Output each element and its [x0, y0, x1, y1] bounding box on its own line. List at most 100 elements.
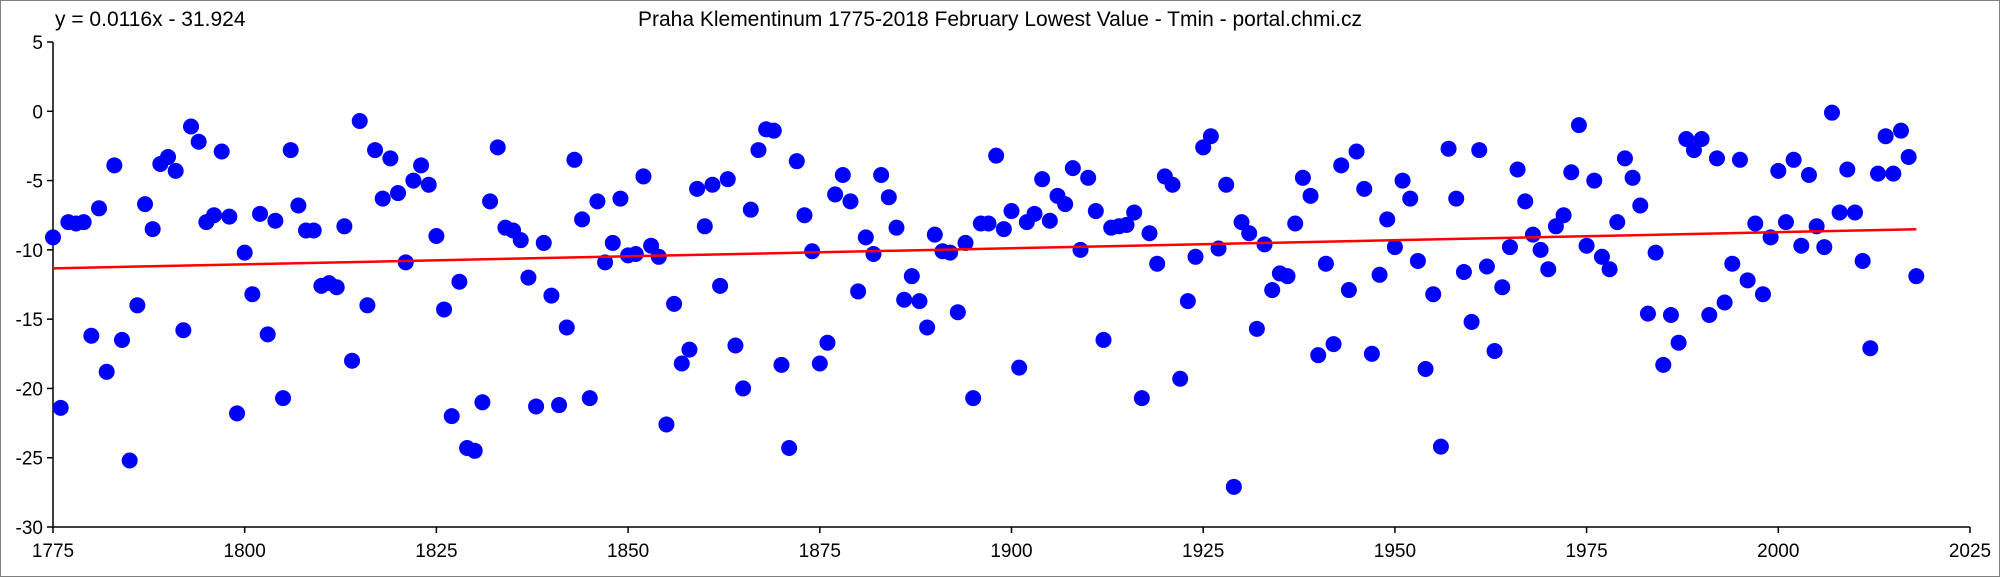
data-point — [1394, 172, 1411, 189]
data-point — [1348, 143, 1365, 160]
data-point — [236, 244, 253, 261]
y-tick-label: 0 — [32, 102, 43, 123]
data-point — [1432, 438, 1449, 455]
data-point — [581, 390, 598, 407]
data-point — [344, 352, 361, 369]
data-point — [1570, 117, 1587, 134]
data-point — [873, 167, 890, 184]
data-point — [374, 190, 391, 207]
data-point — [1540, 261, 1557, 278]
y-tick-label: -20 — [16, 379, 43, 400]
data-point — [1225, 478, 1242, 495]
data-point — [1187, 248, 1204, 265]
data-point — [965, 390, 982, 407]
data-point — [1854, 252, 1871, 269]
data-point — [850, 283, 867, 300]
y-tick-label: -5 — [26, 172, 43, 193]
data-point — [1409, 252, 1426, 269]
data-point — [489, 139, 506, 156]
data-point — [1747, 215, 1764, 232]
data-point — [1095, 331, 1112, 348]
data-point — [1586, 172, 1603, 189]
y-tick-label: -25 — [16, 449, 43, 470]
data-point — [1279, 268, 1296, 285]
data-point — [750, 142, 767, 159]
data-point — [183, 118, 200, 135]
data-point — [1869, 165, 1886, 182]
data-point — [1670, 334, 1687, 351]
data-point — [282, 142, 299, 159]
data-point — [727, 337, 744, 354]
data-point — [1601, 261, 1618, 278]
data-point — [382, 150, 399, 167]
data-point — [1172, 370, 1189, 387]
data-point — [1662, 306, 1679, 323]
data-point — [1333, 157, 1350, 174]
data-point — [206, 207, 223, 224]
data-point — [1003, 203, 1020, 220]
data-point — [1609, 214, 1626, 231]
data-point — [1494, 279, 1511, 296]
data-point — [788, 153, 805, 170]
data-point — [696, 218, 713, 235]
data-point — [1202, 128, 1219, 145]
data-point — [1823, 104, 1840, 121]
data-point — [160, 149, 177, 166]
data-point — [942, 244, 959, 261]
y-tick-label: -15 — [16, 310, 43, 331]
data-point — [903, 268, 920, 285]
data-point — [443, 408, 460, 425]
data-point — [420, 176, 437, 193]
data-point — [1302, 187, 1319, 204]
data-point — [1455, 264, 1472, 281]
data-point — [1248, 320, 1265, 337]
data-point — [589, 193, 606, 210]
x-tick-label: 2000 — [1757, 541, 1799, 562]
data-point — [52, 399, 69, 416]
data-point — [658, 416, 675, 433]
data-point — [880, 189, 897, 206]
x-tick-label: 1950 — [1374, 541, 1416, 562]
data-point — [819, 334, 836, 351]
data-point — [1041, 212, 1058, 229]
data-point — [612, 190, 629, 207]
trendline — [52, 228, 1917, 270]
data-point — [482, 193, 499, 210]
data-point — [1363, 345, 1380, 362]
data-point — [1846, 204, 1863, 221]
data-point — [1908, 268, 1925, 285]
data-point — [1616, 150, 1633, 167]
data-point — [1593, 248, 1610, 265]
data-point — [1639, 305, 1656, 322]
x-tick-label: 1850 — [607, 541, 649, 562]
data-point — [1417, 361, 1434, 378]
data-point — [1149, 255, 1166, 272]
data-point — [1900, 149, 1917, 166]
data-point — [773, 356, 790, 373]
data-point — [1555, 207, 1572, 224]
data-point — [735, 380, 752, 397]
data-point — [949, 304, 966, 321]
trendline-group — [52, 228, 1917, 270]
data-point — [1034, 171, 1051, 188]
data-point — [1356, 180, 1373, 197]
data-points — [45, 104, 1925, 495]
data-point — [1080, 169, 1097, 186]
data-point — [1486, 343, 1503, 360]
data-point — [1179, 293, 1196, 310]
data-point — [1877, 128, 1894, 145]
y-tick-label: -30 — [16, 518, 43, 539]
data-point — [1509, 161, 1526, 178]
data-point — [1716, 294, 1733, 311]
data-point — [190, 133, 207, 150]
data-point — [1118, 216, 1135, 233]
data-point — [129, 297, 146, 314]
data-point — [1624, 169, 1641, 186]
data-point — [1064, 160, 1081, 177]
data-point — [1532, 241, 1549, 258]
data-point — [1287, 215, 1304, 232]
data-point — [1317, 255, 1334, 272]
data-point — [566, 151, 583, 168]
data-point — [1425, 286, 1442, 303]
